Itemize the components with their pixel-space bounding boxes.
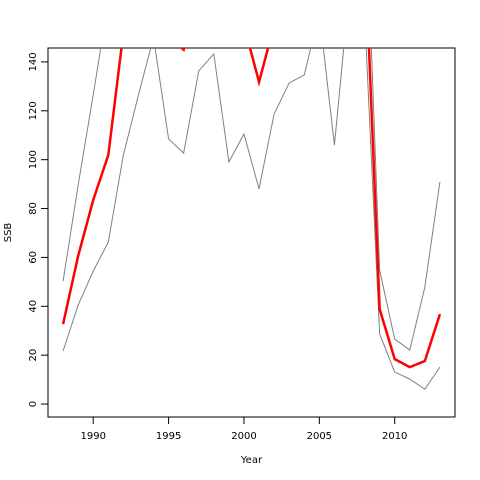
y-tick-label: 60 — [28, 251, 39, 264]
plot-frame — [47, 47, 456, 418]
x-tick-label: 2010 — [382, 431, 407, 442]
y-axis-label: SSB — [3, 223, 14, 243]
x-tick-label: 1990 — [80, 431, 105, 442]
x-tick-label: 1995 — [156, 431, 181, 442]
y-tick-label: 120 — [28, 101, 39, 120]
y-tick-label: 140 — [28, 52, 39, 71]
y-tick-label: 100 — [28, 150, 39, 169]
y-tick-label: 20 — [28, 349, 39, 362]
y-tick-label: 40 — [28, 300, 39, 313]
x-tick-label: 2000 — [231, 431, 256, 442]
series-line — [62, 48, 441, 390]
y-tick-label: 80 — [28, 202, 39, 215]
series-line — [61, 48, 442, 369]
series-line — [62, 48, 441, 351]
x-tick-label: 2005 — [307, 431, 332, 442]
x-axis-label: Year — [240, 455, 263, 466]
y-tick-label: 0 — [28, 401, 39, 407]
